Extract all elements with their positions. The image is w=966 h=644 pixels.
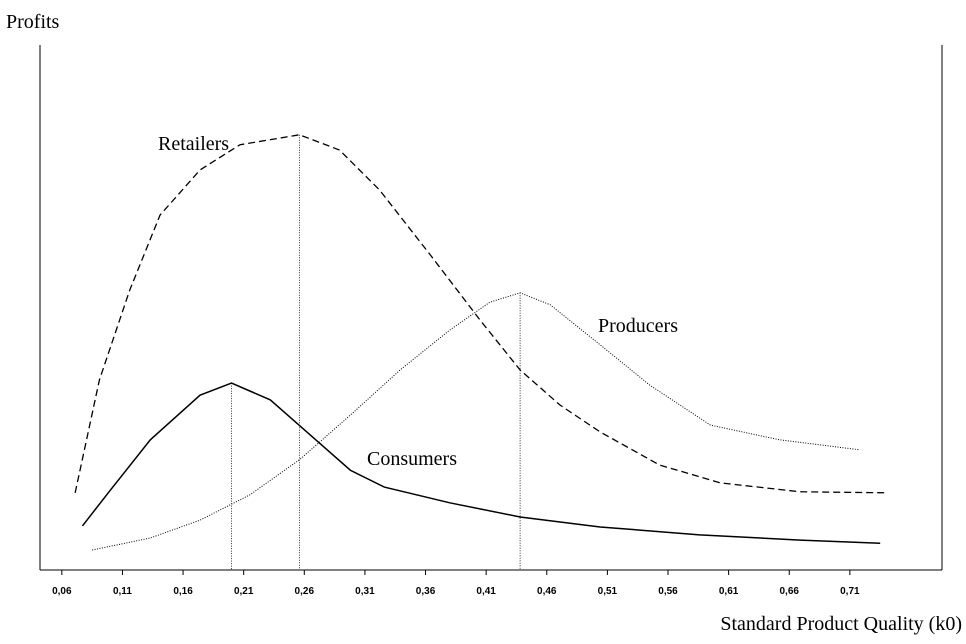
x-tick-label: 0,41 [476, 586, 496, 597]
x-tick-label: 0,11 [113, 586, 132, 597]
series-label: Producers [598, 315, 678, 337]
x-tick-label: 0,26 [295, 586, 315, 597]
x-tick-label: 0,46 [537, 586, 557, 597]
x-axis-label: Standard Product Quality (k0) [720, 613, 962, 635]
x-tick-label: 0,16 [173, 586, 193, 597]
line-solid [81, 382, 881, 544]
line-dotted [92, 292, 860, 551]
x-tick-label: 0,21 [234, 586, 254, 597]
line-dashed [74, 134, 888, 494]
x-tick-label: 0,66 [780, 586, 800, 597]
y-axis-label: Profits [6, 11, 60, 33]
x-tick-label: 0,56 [658, 586, 678, 597]
x-tick-label: 0,36 [416, 586, 436, 597]
x-tick-label: 0,71 [840, 586, 860, 597]
x-tick-label: 0,51 [598, 586, 618, 597]
series-label: Consumers [367, 448, 457, 470]
x-tick-label: 0,31 [355, 586, 375, 597]
x-tick-label: 0,61 [719, 586, 739, 597]
series-label: Retailers [158, 133, 229, 155]
x-tick-label: 0,06 [52, 586, 72, 597]
